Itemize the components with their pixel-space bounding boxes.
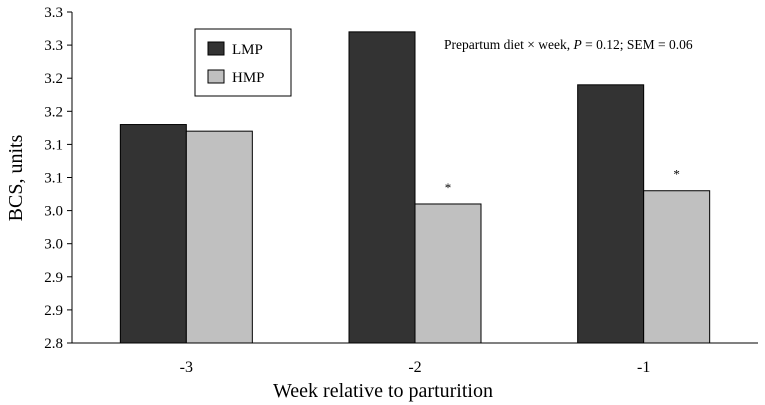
y-tick-label: 2.9 <box>44 270 63 286</box>
y-tick-label: 3.3 <box>44 38 63 54</box>
x-tick-label: -1 <box>637 359 650 376</box>
annotation-p-symbol: P <box>572 37 581 52</box>
significance-marker: * <box>445 180 452 195</box>
y-tick-label: 3.1 <box>44 171 63 187</box>
bar-lmp-week-3 <box>119 124 187 344</box>
x-tick-label: -2 <box>408 359 421 376</box>
legend: LMP HMP <box>194 28 292 97</box>
y-tick-label: 2.8 <box>44 336 63 352</box>
y-tick-label: 2.9 <box>44 303 63 319</box>
axes: -3 -2 -1 2.8 2.9 2.9 3.0 3.0 3.1 3.1 3.2 3.2 3.3 3.3 <box>44 5 758 376</box>
bar-hmp-week-3 <box>185 130 253 344</box>
bar-hmp-week-1 <box>643 190 711 344</box>
legend-label-hmp: HMP <box>232 70 265 86</box>
y-axis-title: BCS, units <box>5 134 27 221</box>
y-tick-label: 3.2 <box>44 104 63 120</box>
y-tick-label: 3.3 <box>44 5 63 21</box>
y-tick-label: 3.2 <box>44 71 63 87</box>
bar-lmp-week-1 <box>577 84 645 344</box>
plot-area: ** <box>119 31 711 344</box>
y-tick-label: 3.0 <box>44 237 63 253</box>
bar-hmp-week-2 <box>414 203 482 344</box>
legend-swatch-hmp <box>207 69 225 84</box>
legend-swatch-lmp <box>207 41 225 56</box>
significance-marker: * <box>673 167 680 182</box>
bar-lmp-week-2 <box>348 31 416 344</box>
y-tick-label: 3.0 <box>44 204 63 220</box>
x-axis-title: Week relative to parturition <box>273 380 493 402</box>
y-tick-label: 3.1 <box>44 137 63 153</box>
legend-label-lmp: LMP <box>232 42 263 58</box>
annotation-suffix: = 0.12; SEM = 0.06 <box>582 37 693 52</box>
annotation-prefix: Prepartum diet × week, <box>444 37 573 52</box>
x-tick-label: -3 <box>180 359 193 376</box>
stats-annotation: Prepartum diet × week, P = 0.12; SEM = 0… <box>444 37 693 52</box>
legend-box <box>194 28 292 97</box>
